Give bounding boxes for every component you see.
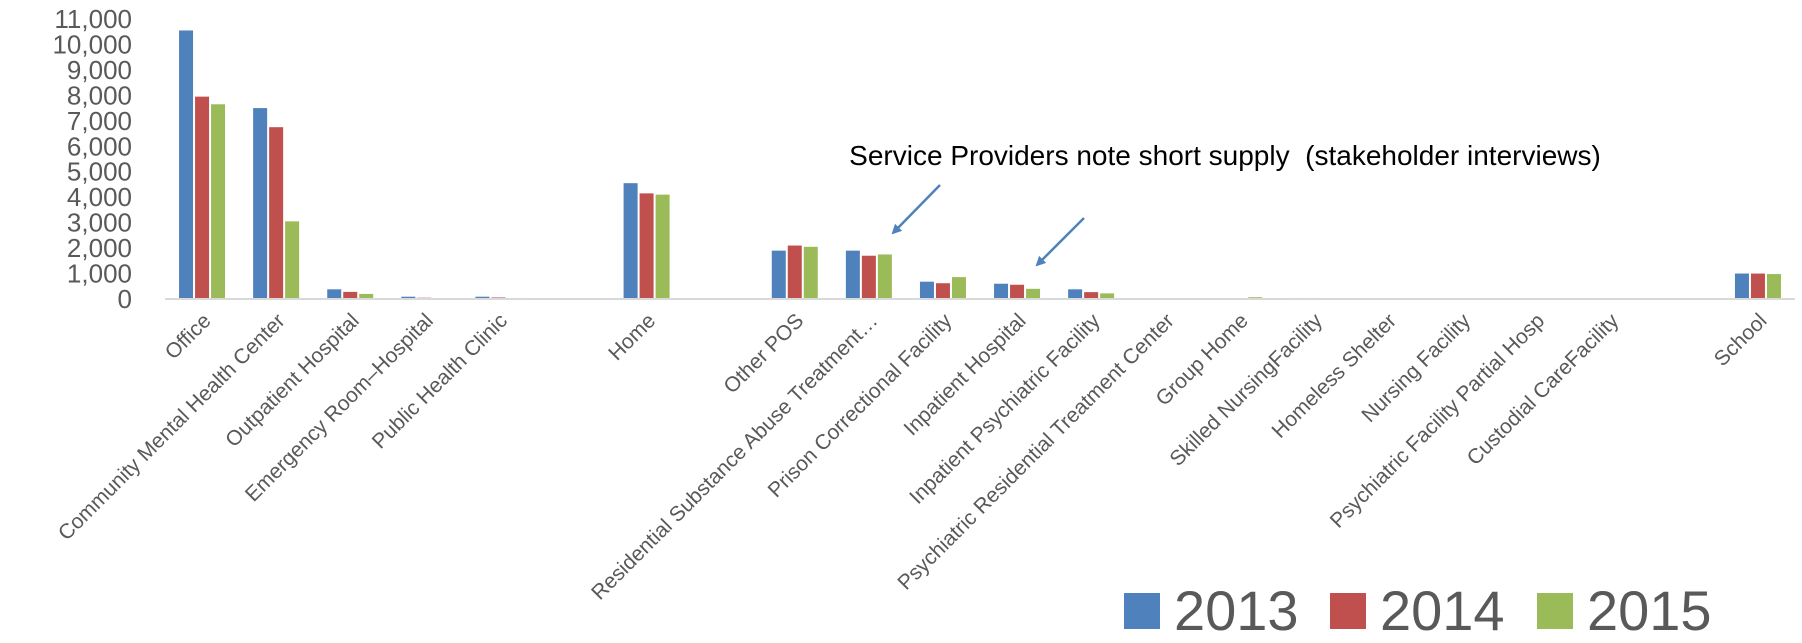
bar-2015 <box>1766 274 1781 299</box>
bar-2013 <box>623 183 638 299</box>
bar-2013 <box>1068 289 1083 299</box>
bar-2013 <box>327 289 342 299</box>
legend-swatch-2015 <box>1537 593 1573 629</box>
bar-2013 <box>994 283 1009 299</box>
bar-2014 <box>343 291 358 299</box>
x-tick-label: Office <box>161 309 216 364</box>
bar-2013 <box>919 281 934 299</box>
y-tick-label: 0 <box>118 284 132 314</box>
bar-2014 <box>1084 292 1099 299</box>
annotation-arrow <box>1035 217 1085 267</box>
bar-2013 <box>475 296 490 299</box>
bar-2015 <box>1100 293 1115 299</box>
bar-2013 <box>845 250 860 299</box>
bar-2015 <box>655 194 670 299</box>
legend-swatch-2014 <box>1330 593 1366 629</box>
bar-2015 <box>1026 288 1041 299</box>
y-tick-label: 2,000 <box>67 233 132 263</box>
bars <box>179 30 1781 300</box>
bar-2014 <box>639 193 654 299</box>
legend-swatch-2013 <box>1124 593 1160 629</box>
annotation-arrows <box>891 184 1085 267</box>
x-tick-label: School <box>1710 309 1772 371</box>
y-tick-label: 3,000 <box>67 208 132 238</box>
legend-label-2015: 2015 <box>1587 579 1712 642</box>
annotation-text: Service Providers note short supply (sta… <box>849 140 1601 171</box>
legend: 2013 2014 2015 <box>1124 579 1712 642</box>
y-tick-label: 10,000 <box>52 29 132 59</box>
legend-label-2014: 2014 <box>1380 579 1505 642</box>
x-tick-label: Outpatient Hospital <box>221 309 364 452</box>
bar-2013 <box>253 108 268 299</box>
bar-2013 <box>179 30 194 299</box>
x-tick-label: Psychiatric Residential Treatment Center <box>893 309 1178 594</box>
y-axis: 01,0002,0003,0004,0005,0006,0007,0008,00… <box>52 4 132 314</box>
y-tick-label: 8,000 <box>67 80 132 110</box>
bar-2015 <box>951 277 966 299</box>
y-tick-label: 4,000 <box>67 182 132 212</box>
bar-2014 <box>861 255 876 299</box>
bar-2014 <box>195 96 210 300</box>
bar-2014 <box>1010 284 1025 299</box>
x-tick-label: Home <box>604 309 660 365</box>
y-tick-label: 6,000 <box>67 131 132 161</box>
bar-2015 <box>803 246 818 299</box>
bar-2015 <box>285 221 300 299</box>
y-tick-label: 7,000 <box>67 106 132 136</box>
bar-2015 <box>877 254 892 299</box>
bar-2013 <box>401 296 416 299</box>
annotation-arrow <box>891 184 941 235</box>
y-tick-label: 1,000 <box>67 259 132 289</box>
x-tick-label: Custodial CareFacility <box>1463 309 1624 470</box>
bar-2013 <box>771 250 786 299</box>
legend-label-2013: 2013 <box>1174 579 1299 642</box>
bar-2014 <box>269 127 284 299</box>
bar-2013 <box>1734 273 1749 299</box>
bar-2014 <box>1750 273 1765 299</box>
bar-2014 <box>787 245 802 299</box>
x-tick-label: Public Health Clinic <box>368 309 512 453</box>
y-tick-label: 5,000 <box>67 157 132 187</box>
bar-2015 <box>211 104 226 299</box>
x-tick-label: Homeless Shelter <box>1268 309 1401 442</box>
bar-2015 <box>359 293 374 299</box>
bar-2014 <box>935 283 950 299</box>
y-tick-label: 11,000 <box>54 4 132 34</box>
y-tick-label: 9,000 <box>67 55 132 85</box>
